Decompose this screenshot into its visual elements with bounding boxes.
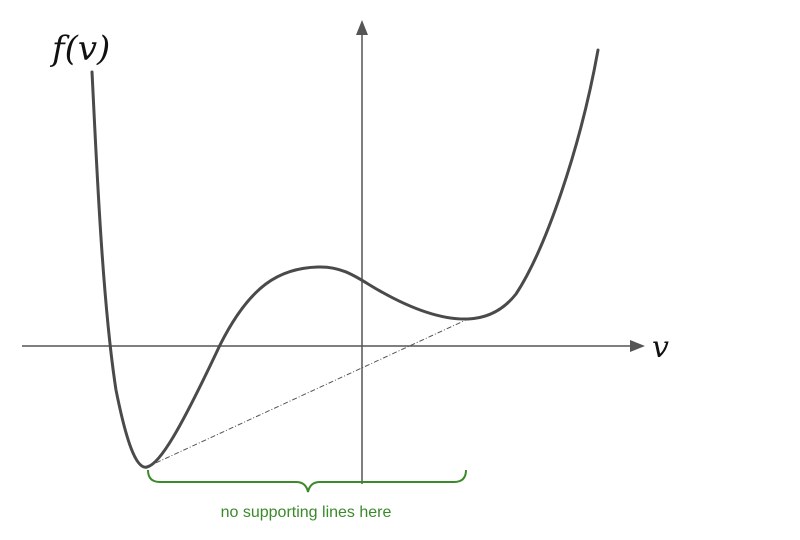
y-axis-arrowhead [356,20,368,35]
function-curve [90,48,600,469]
y-axis-label: f(v) [49,29,110,69]
brace-icon [147,469,467,493]
annotation-label: no supporting lines here [221,504,392,521]
x-axis-arrowhead [630,340,645,352]
secant-line [146,318,469,468]
x-axis-label: v [652,330,669,365]
